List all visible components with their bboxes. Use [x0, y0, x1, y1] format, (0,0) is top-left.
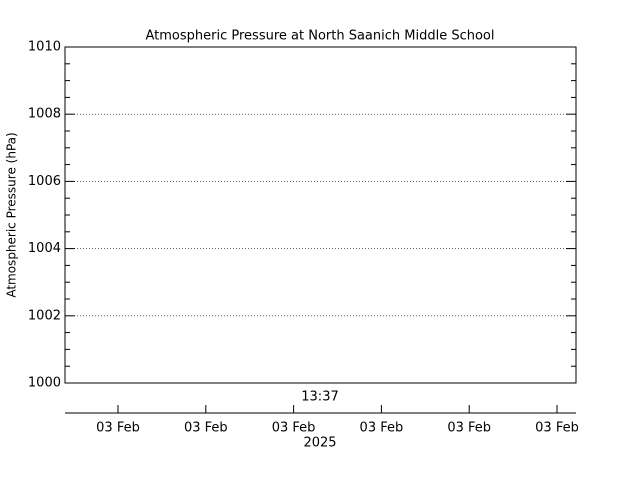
x-tick-label: 03 Feb	[360, 421, 404, 436]
x-tick-label: 03 Feb	[184, 421, 228, 436]
x-year: 2025	[303, 436, 336, 451]
y-tick-label: 1006	[28, 174, 61, 189]
chart-title: Atmospheric Pressure at North Saanich Mi…	[146, 29, 495, 44]
y-tick-label: 1000	[28, 376, 61, 391]
x-tick-label: 03 Feb	[96, 421, 140, 436]
x-tick-label: 03 Feb	[447, 421, 491, 436]
x-tick-label: 03 Feb	[272, 421, 316, 436]
y-tick-label: 1010	[28, 40, 61, 55]
y-axis-label: Atmospheric Pressure (hPa)	[5, 132, 19, 297]
y-tick-label: 1002	[28, 308, 61, 323]
y-tick-label: 1004	[28, 241, 61, 256]
y-tick-label: 1008	[28, 107, 61, 122]
x-tick-label: 03 Feb	[535, 421, 579, 436]
time-label: 13:37	[301, 390, 338, 405]
